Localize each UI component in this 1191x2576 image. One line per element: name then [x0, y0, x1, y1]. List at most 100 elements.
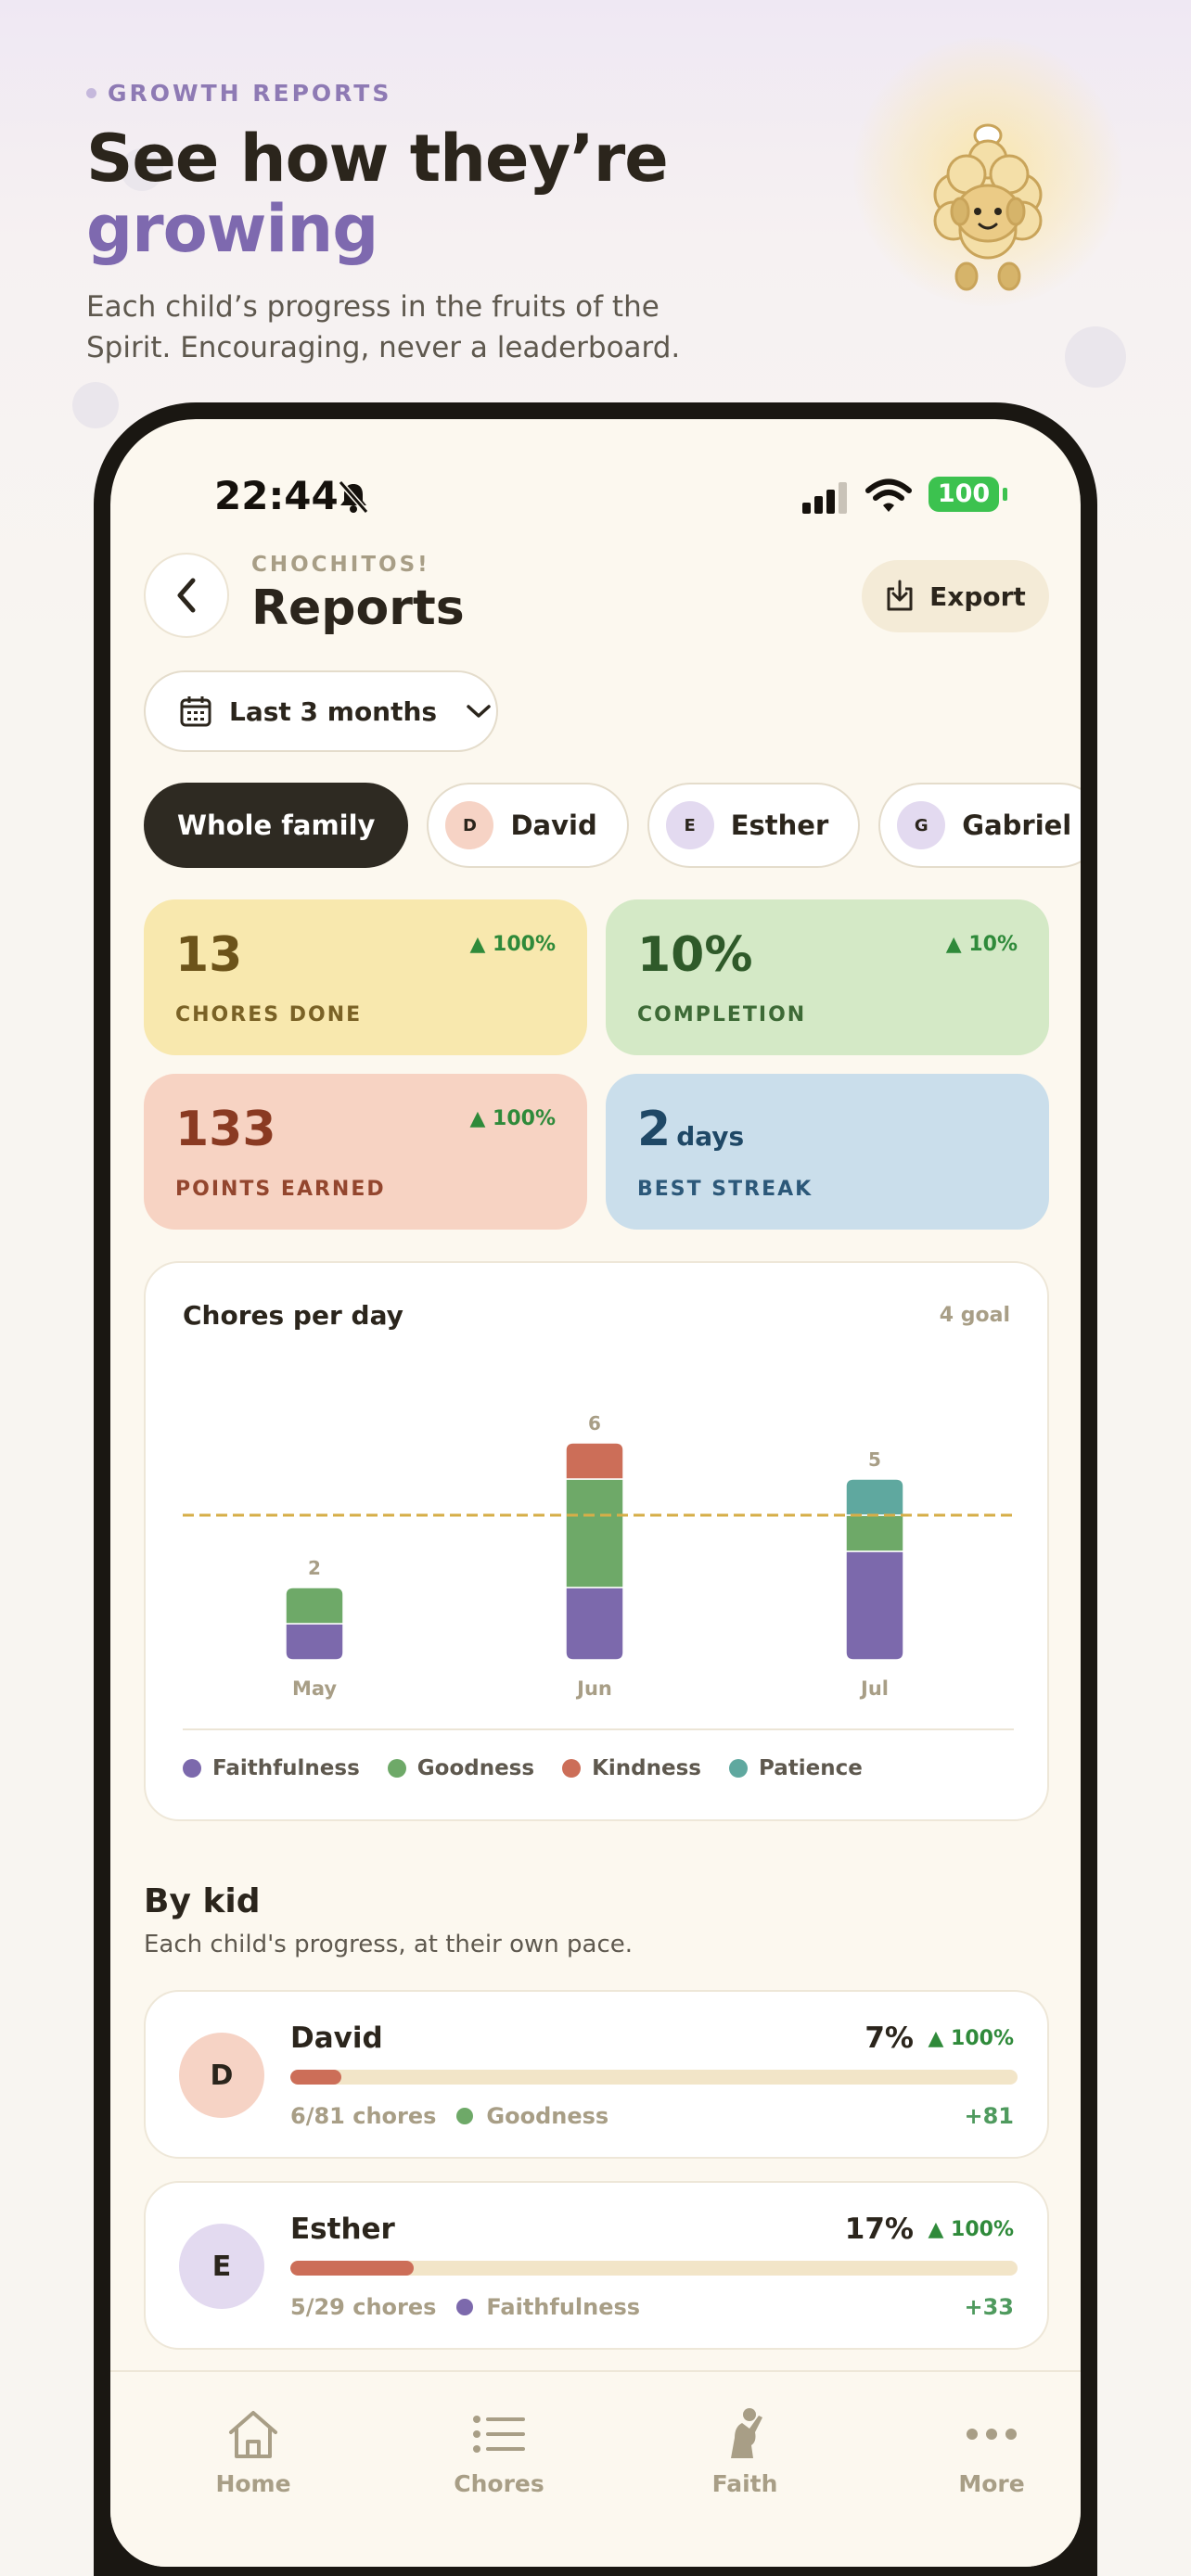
- tab-bar: Home Chores Faith More: [110, 2370, 1081, 2567]
- decor-dot: [121, 148, 163, 191]
- legend-swatch: [387, 1759, 406, 1778]
- battery-icon: [1003, 488, 1007, 501]
- x-tick-label: May: [292, 1677, 337, 1700]
- stat-value: 2 days: [637, 1102, 745, 1157]
- hero: GROWTH REPORTS See how they’re growing E…: [86, 80, 736, 368]
- page-title: Reports: [251, 580, 465, 636]
- date-range-select[interactable]: Last 3 months: [144, 670, 498, 752]
- praying-person-icon: [731, 2408, 762, 2458]
- home-icon: [229, 2411, 277, 2458]
- hero-eyebrow: GROWTH REPORTS: [86, 80, 736, 107]
- kid-trend: ▲ 100%: [928, 2218, 1014, 2241]
- chores-chart-card: Chores per day 4 goal 2 May 6 Jun 5 Jul Faith…: [144, 1261, 1049, 1821]
- bar-segment-kindness: [565, 1442, 624, 1480]
- kid-percent: 7%: [864, 2021, 914, 2055]
- stat-label: POINTS EARNED: [175, 1178, 386, 1201]
- status-time: 22:44: [214, 473, 339, 518]
- sheep-mascot-icon: [933, 123, 1043, 291]
- kid-chores: 6/81 chores Goodness: [290, 2103, 609, 2129]
- avatar: G: [897, 801, 946, 849]
- legend-item: Patience: [728, 1756, 863, 1780]
- legend-label: Goodness: [416, 1756, 535, 1780]
- bar-segment-goodness: [845, 1514, 904, 1552]
- export-button[interactable]: Export: [862, 560, 1049, 632]
- stat-trend: ▲ 100%: [469, 933, 556, 956]
- bar-segment-faithfulness: [845, 1550, 904, 1661]
- x-tick-label: Jul: [859, 1677, 889, 1700]
- hero-headline: See how they’re growing: [86, 121, 669, 267]
- legend-swatch: [728, 1759, 748, 1778]
- section-subtitle: Each child's progress, at their own pace…: [144, 1931, 633, 1958]
- kid-trend: ▲ 100%: [928, 2027, 1014, 2050]
- more-dots-icon: [967, 2429, 1017, 2440]
- hero-subtitle: Each child’s progress in the fruits of t…: [86, 290, 681, 364]
- x-tick-label: Jun: [575, 1677, 612, 1700]
- tab-faith[interactable]: Faith: [661, 2405, 828, 2497]
- chevron-down-icon: [467, 705, 491, 718]
- kid-points: +81: [964, 2103, 1014, 2129]
- chart-legend: Faithfulness Goodness Kindness Patience: [183, 1756, 863, 1780]
- kid-points: +33: [964, 2294, 1014, 2320]
- kid-progress-fill: [290, 2261, 415, 2276]
- section-title-by-kid: By kid: [144, 1882, 261, 1920]
- chevron-left-icon: [177, 578, 196, 613]
- tab-chores[interactable]: Chores: [416, 2405, 583, 2497]
- avatar: E: [179, 2224, 264, 2309]
- bar-segment-faithfulness: [285, 1623, 344, 1661]
- divider: [183, 1728, 1014, 1730]
- filter-gabriel[interactable]: G Gabriel: [878, 783, 1081, 868]
- cellular-signal-icon: [802, 482, 847, 514]
- decor-dot: [1065, 326, 1126, 388]
- bar-total-label: 6: [588, 1412, 601, 1435]
- kid-card-david[interactable]: D David 7% ▲ 100% 6/81 chores Goodness +…: [144, 1990, 1049, 2159]
- app-name: CHOCHITOS!: [251, 553, 430, 577]
- stat-value: 10%: [637, 927, 753, 983]
- legend-item: Kindness: [562, 1756, 701, 1780]
- bar-total-label: 2: [308, 1557, 321, 1579]
- legend-item: Faithfulness: [183, 1756, 360, 1780]
- wifi-icon: [865, 478, 912, 512]
- kid-card-esther[interactable]: E Esther 17% ▲ 100% 5/29 chores Faithful…: [144, 2181, 1049, 2350]
- bar-segment-goodness: [285, 1587, 344, 1625]
- avatar: D: [179, 2033, 264, 2118]
- kid-name: Esther: [290, 2213, 395, 2246]
- fruit-dot: [456, 2108, 474, 2124]
- decor-dot: [72, 382, 119, 428]
- legend-label: Kindness: [592, 1756, 701, 1780]
- chores-chart: 2 May 6 Jun 5 Jul: [183, 1412, 1014, 1700]
- kid-chores: 5/29 chores Faithfulness: [290, 2294, 641, 2320]
- stat-label: CHORES DONE: [175, 1003, 363, 1027]
- bar-segment-goodness: [565, 1478, 624, 1588]
- legend-swatch: [562, 1759, 582, 1778]
- tab-home[interactable]: Home: [170, 2405, 337, 2497]
- download-icon: [887, 580, 913, 611]
- kid-percent: 17%: [844, 2213, 914, 2246]
- status-bar: 22:44 100: [110, 473, 1081, 519]
- filter-whole-family[interactable]: Whole family: [144, 783, 409, 868]
- phone-frame: 22:44 100: [94, 402, 1097, 2576]
- bar-segment-faithfulness: [565, 1587, 624, 1661]
- avatar: E: [665, 801, 714, 849]
- tab-more[interactable]: More: [908, 2405, 1075, 2497]
- stat-value: 13: [175, 927, 243, 983]
- battery-level: 100: [928, 477, 999, 512]
- kid-progress-bar: [290, 2261, 1018, 2276]
- bell-muted-icon: [338, 480, 369, 514]
- kid-fruit: Faithfulness: [486, 2294, 641, 2320]
- legend-swatch: [183, 1759, 201, 1778]
- phone-screen: 22:44 100: [110, 419, 1081, 2567]
- filter-david[interactable]: D David: [427, 783, 629, 868]
- stat-trend: ▲ 100%: [469, 1107, 556, 1130]
- filter-esther[interactable]: E Esther: [647, 783, 861, 868]
- list-icon: [473, 2416, 525, 2453]
- legend-label: Faithfulness: [212, 1756, 360, 1780]
- stat-best-streak: 2 days BEST STREAK: [606, 1074, 1049, 1230]
- avatar: D: [445, 801, 494, 849]
- date-range-value: Last 3 months: [229, 695, 438, 727]
- back-button[interactable]: [144, 553, 229, 638]
- stat-label: COMPLETION: [637, 1003, 807, 1027]
- calendar-icon: [180, 696, 211, 727]
- bar-total-label: 5: [868, 1448, 881, 1471]
- stat-completion: 10% ▲ 10% COMPLETION: [606, 899, 1049, 1055]
- bar-segment-patience: [845, 1478, 904, 1516]
